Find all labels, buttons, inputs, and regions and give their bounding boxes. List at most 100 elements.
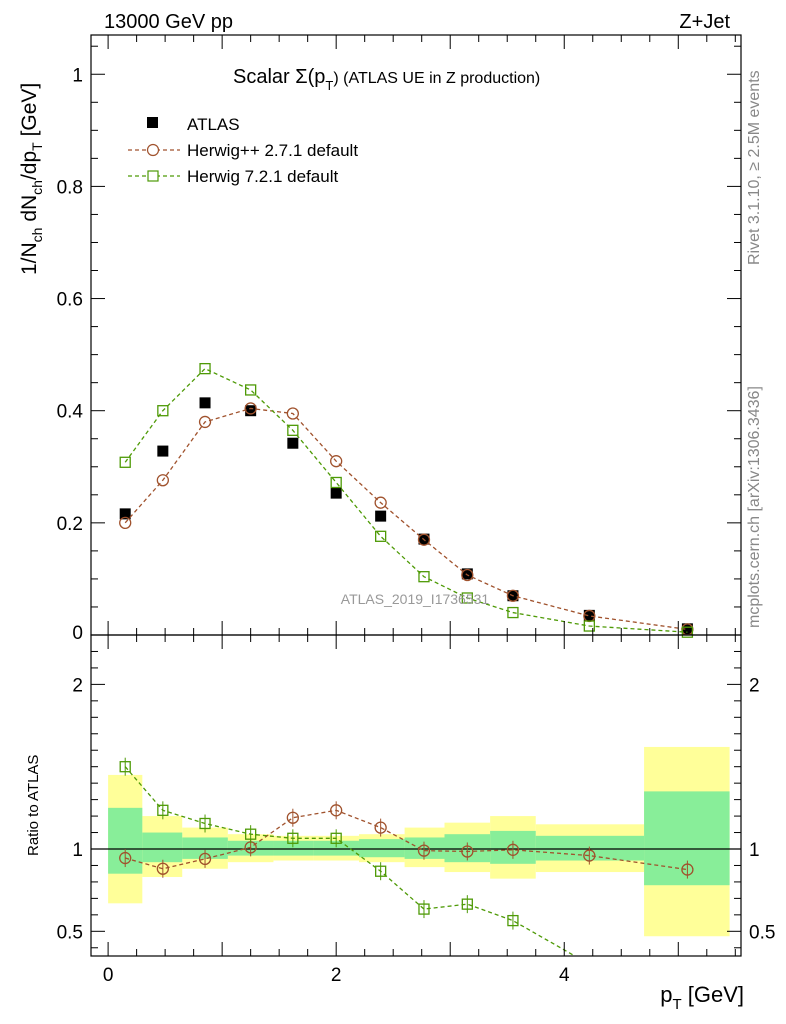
y-tick-label: 0.2 — [57, 514, 83, 535]
data-point-atlas-1 — [157, 445, 169, 457]
data-point-atlas-3 — [245, 405, 257, 417]
legend-label-herwigpp: Herwig++ 2.7.1 default — [187, 141, 358, 160]
ratio-tick-label-left: 0.5 — [57, 922, 83, 943]
legend-marker-herwigpp — [146, 143, 160, 157]
process-label: Z+Jet — [679, 11, 730, 33]
band-inner-11 — [644, 791, 730, 886]
title-suffix: ) (ATLAS UE in Z production) — [333, 70, 540, 87]
y-tick-label: 0.6 — [57, 290, 83, 311]
ratio-point-herwig7-0 — [119, 761, 131, 773]
ratio-point-herwigpp-8 — [461, 845, 474, 858]
y-axis-label: 1/Nch dNch/dpT [GeV] — [18, 83, 45, 275]
data-point-herwigpp-3 — [244, 402, 257, 415]
ratio-point-herwig7-2 — [199, 817, 211, 830]
ratio-panel-frame — [90, 634, 742, 957]
data-point-herwigpp-9 — [506, 589, 520, 602]
series-line-1 — [124, 407, 688, 631]
band-inner-2 — [182, 837, 228, 859]
data-point-herwigpp-7 — [417, 533, 431, 546]
data-point-herwig7-5 — [330, 476, 342, 489]
analysis-id-watermark: ATLAS_2019_I1736531 — [341, 591, 490, 607]
data-point-herwig7-4 — [287, 424, 299, 436]
ratio-point-herwigpp-11 — [681, 863, 694, 876]
y-tick-label: 0.8 — [57, 177, 83, 198]
y-tick-label-zero: 0 — [72, 623, 83, 644]
data-point-herwig7-10 — [583, 620, 595, 632]
data-point-herwigpp-8 — [461, 568, 474, 582]
ratio-point-herwigpp-1 — [156, 862, 169, 875]
axis-ticks — [91, 35, 741, 956]
y-tick-label: 0.4 — [57, 402, 84, 423]
x-tick-label: 2 — [331, 965, 342, 986]
data-point-herwig7-0 — [119, 456, 131, 468]
legend: ATLAS Herwig++ 2.7.1 default Herwig 7.2.… — [128, 115, 358, 186]
ratio-point-herwigpp-2 — [198, 852, 212, 866]
ratio-point-herwig7-9 — [507, 914, 519, 927]
ratio-point-herwig7-6 — [374, 865, 387, 877]
svg-text:1/Nch dNch/dpT [GeV]: 1/Nch dNch/dpT [GeV] — [18, 83, 45, 275]
band-inner-5 — [313, 840, 359, 856]
ratio-panel-series — [119, 757, 694, 957]
ratio-point-herwigpp-9 — [506, 843, 520, 856]
ratio-point-herwigpp-7 — [417, 844, 431, 857]
data-point-herwig7-8 — [461, 592, 473, 604]
data-point-atlas-4 — [287, 437, 299, 449]
x-axis-label: pT [GeV] — [660, 982, 744, 1013]
data-point-atlas-11 — [681, 623, 693, 635]
ratio-point-herwig7-7 — [418, 903, 430, 915]
data-point-atlas-6 — [375, 510, 387, 522]
ratio-point-herwigpp-4 — [286, 811, 299, 824]
data-point-herwigpp-4 — [286, 407, 299, 420]
ratio-point-herwig7-4 — [287, 832, 299, 844]
ratio-point-herwig7-8 — [461, 898, 473, 910]
band-inner-4 — [273, 840, 314, 856]
ratio-tick-label-left: 1 — [72, 840, 83, 861]
legend-marker-atlas — [147, 117, 158, 128]
data-point-atlas-0 — [119, 508, 131, 520]
ratio-point-herwig7-3 — [244, 828, 257, 840]
axis-tick-labels: 0.2 0.4 0.6 0.8 1 0 0 2 4 0.5 0.5 1 1 2 2 — [57, 65, 776, 986]
data-point-atlas-10 — [583, 609, 595, 621]
legend-marker-herwig7 — [147, 170, 159, 182]
data-point-herwigpp-5 — [330, 455, 343, 468]
ratio-tick-label-right: 1 — [749, 840, 760, 861]
ratio-point-herwigpp-0 — [119, 851, 132, 865]
ratio-point-herwig7-5 — [330, 832, 342, 844]
ratio-y-axis-label: Ratio to ATLAS — [25, 755, 42, 856]
ratio-point-herwig7-1 — [157, 804, 169, 816]
ratio-tick-label-right: 2 — [749, 675, 760, 696]
legend-label-atlas: ATLAS — [187, 115, 240, 134]
data-point-atlas-5 — [330, 487, 342, 499]
y-tick-label: 1 — [72, 65, 83, 86]
title-sub: T — [325, 78, 333, 93]
data-point-herwigpp-6 — [374, 496, 387, 509]
band-inner-10 — [535, 835, 645, 861]
band-inner-7 — [404, 837, 445, 859]
main-panel-series — [119, 362, 694, 638]
data-point-herwig7-7 — [418, 571, 430, 583]
ratio-point-herwigpp-10 — [583, 849, 596, 862]
data-point-atlas-2 — [199, 397, 211, 409]
ratio-tick-label-left: 2 — [72, 675, 83, 696]
mcplots-label: mcplots.cern.ch [arXiv:1306.3436] — [746, 386, 763, 628]
ratio-line-1 — [125, 809, 688, 871]
legend-label-herwig7: Herwig 7.2.1 default — [187, 167, 338, 186]
series-line-2 — [124, 367, 688, 633]
data-point-herwigpp-2 — [198, 415, 212, 429]
data-point-herwig7-2 — [199, 362, 211, 375]
data-point-herwig7-6 — [374, 530, 387, 542]
ratio-point-herwigpp-6 — [374, 821, 387, 834]
data-point-herwigpp-0 — [119, 516, 132, 530]
ratio-point-herwigpp-5 — [330, 804, 343, 817]
data-point-herwig7-11 — [681, 626, 694, 638]
data-point-herwig7-1 — [157, 405, 169, 417]
band-inner-6 — [358, 839, 405, 858]
energy-label: 13000 GeV pp — [104, 11, 233, 33]
data-point-herwigpp-1 — [156, 474, 169, 487]
data-point-herwig7-9 — [507, 606, 519, 619]
data-point-herwig7-3 — [244, 384, 257, 396]
x-tick-label: 4 — [559, 965, 570, 986]
title-prefix: Scalar Σ(p — [233, 66, 325, 88]
data-point-atlas-8 — [461, 568, 473, 580]
